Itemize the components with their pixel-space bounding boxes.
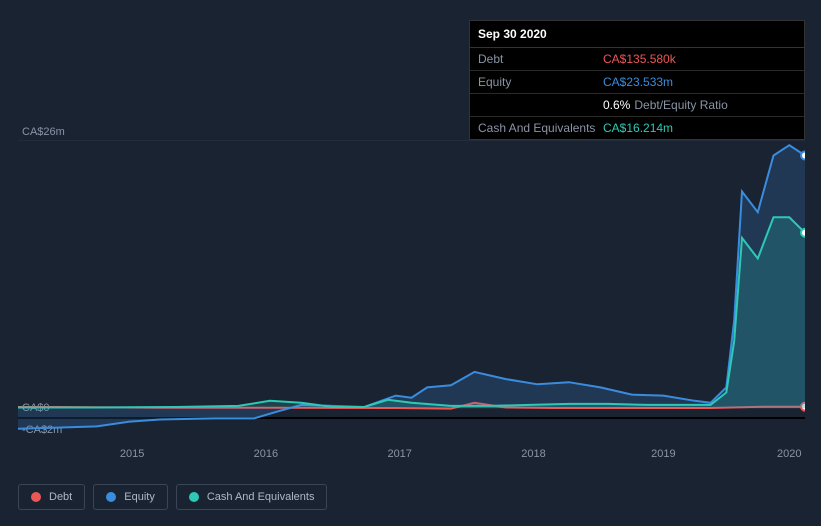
series-marker-cash-and-equivalents xyxy=(801,229,805,237)
tooltip-row: DebtCA$135.580k xyxy=(470,48,804,71)
tooltip-value: 0.6% xyxy=(603,98,630,112)
series-line-equity xyxy=(18,145,805,429)
x-axis-label: 2015 xyxy=(120,448,144,460)
tooltip-label: Cash And Equivalents xyxy=(478,121,603,135)
series-area-cash-and-equivalents xyxy=(18,217,805,408)
x-axis-label: 2016 xyxy=(254,448,278,460)
tooltip-row: EquityCA$23.533m xyxy=(470,71,804,94)
x-axis-label: 2019 xyxy=(651,448,675,460)
chart-legend: Debt Equity Cash And Equivalents xyxy=(18,484,327,510)
legend-item-equity[interactable]: Equity xyxy=(93,484,168,510)
tooltip-value: CA$135.580k xyxy=(603,52,676,66)
legend-item-debt[interactable]: Debt xyxy=(18,484,85,510)
tooltip-value: CA$23.533m xyxy=(603,75,673,89)
y-axis-label: CA$26m xyxy=(22,126,65,138)
legend-swatch xyxy=(106,492,116,502)
x-axis-label: 2018 xyxy=(521,448,545,460)
legend-label: Equity xyxy=(124,491,155,503)
series-marker-equity xyxy=(801,151,805,159)
legend-item-cash-and-equivalents[interactable]: Cash And Equivalents xyxy=(176,484,328,510)
chart-area: CA$26mCA$0-CA$2m xyxy=(18,140,805,440)
legend-swatch xyxy=(189,492,199,502)
chart-canvas xyxy=(18,140,805,440)
tooltip-row: 0.6% Debt/Equity Ratio xyxy=(470,94,804,117)
x-axis-label: 2017 xyxy=(387,448,411,460)
chart-tooltip: Sep 30 2020 DebtCA$135.580kEquityCA$23.5… xyxy=(469,20,805,140)
x-axis-label: 2020 xyxy=(777,448,801,460)
x-axis: 2015 2016 2017 2018 2019 2020 xyxy=(18,448,805,464)
legend-label: Debt xyxy=(49,491,72,503)
tooltip-row: Cash And EquivalentsCA$16.214m xyxy=(470,117,804,139)
tooltip-suffix: Debt/Equity Ratio xyxy=(634,98,727,112)
tooltip-label: Debt xyxy=(478,52,603,66)
series-area-equity xyxy=(18,145,805,429)
tooltip-date: Sep 30 2020 xyxy=(470,21,804,48)
tooltip-label xyxy=(478,98,603,112)
series-line-cash-and-equivalents xyxy=(18,217,805,407)
tooltip-value: CA$16.214m xyxy=(603,121,673,135)
tooltip-label: Equity xyxy=(478,75,603,89)
legend-label: Cash And Equivalents xyxy=(207,491,315,503)
legend-swatch xyxy=(31,492,41,502)
